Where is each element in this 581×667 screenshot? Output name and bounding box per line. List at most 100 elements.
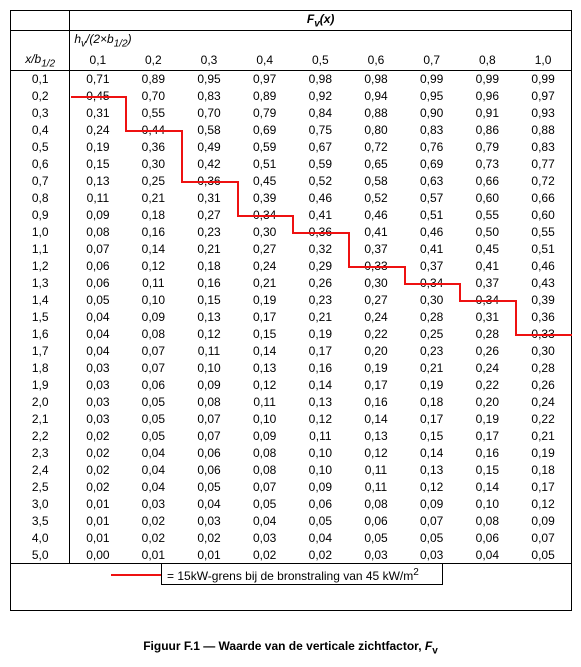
table-cell: 0,52 (348, 190, 404, 207)
table-cell: 0,31 (70, 105, 126, 122)
table-cell: 0,27 (348, 292, 404, 309)
table-cell: 0,02 (293, 547, 349, 564)
table-cell: 0,03 (404, 547, 460, 564)
table-cell: 0,89 (125, 71, 181, 88)
table-cell: 0,93 (515, 105, 571, 122)
table-row: 1,70,040,070,110,140,170,200,230,260,30 (11, 343, 571, 360)
table-row: 0,60,150,300,420,510,590,650,690,730,77 (11, 156, 571, 173)
table-cell: 0,05 (348, 530, 404, 547)
table-cell: 0,12 (125, 258, 181, 275)
table-cell: 0,02 (70, 462, 126, 479)
col-header: 0,3 (181, 51, 237, 71)
table-cell: 0,07 (125, 360, 181, 377)
table-cell: 0,18 (404, 394, 460, 411)
table-cell: 0,14 (348, 411, 404, 428)
table-cell: 0,36 (181, 173, 237, 190)
table-cell: 0,86 (460, 122, 516, 139)
row-header-label: x/b1/2 (11, 51, 70, 71)
table-cell: 0,00 (70, 547, 126, 564)
table-cell: 0,66 (460, 173, 516, 190)
table-cell: 0,39 (515, 292, 571, 309)
table-cell: 0,16 (181, 275, 237, 292)
table-cell: 0,99 (460, 71, 516, 88)
table-cell: 0,03 (181, 513, 237, 530)
table-cell: 0,04 (181, 496, 237, 513)
header-row-top: Fv(x) (11, 11, 571, 31)
table-cell: 0,76 (404, 139, 460, 156)
table-cell: 0,19 (460, 411, 516, 428)
table-cell: 0,37 (460, 275, 516, 292)
table-cell: 0,59 (237, 139, 293, 156)
table-cell: 0,95 (181, 71, 237, 88)
table-cell: 0,24 (348, 309, 404, 326)
table-row: 3,50,010,020,030,040,050,060,070,080,09 (11, 513, 571, 530)
table-cell: 0,21 (237, 275, 293, 292)
table-cell: 0,06 (348, 513, 404, 530)
table-cell: 0,05 (125, 411, 181, 428)
table-cell: 0,39 (237, 190, 293, 207)
table-cell: 0,71 (70, 71, 126, 88)
table-cell: 0,16 (348, 394, 404, 411)
table-row: 0,70,130,250,360,450,520,580,630,660,72 (11, 173, 571, 190)
table-cell: 0,59 (293, 156, 349, 173)
table-cell: 0,09 (515, 513, 571, 530)
table-cell: 0,03 (70, 411, 126, 428)
table-cell: 0,03 (237, 530, 293, 547)
table-cell: 0,60 (460, 190, 516, 207)
table-cell: 0,03 (70, 394, 126, 411)
table-cell: 0,20 (460, 394, 516, 411)
table-row: 1,20,060,120,180,240,290,330,370,410,46 (11, 258, 571, 275)
col-header: 0,2 (125, 51, 181, 71)
row-label: 1,1 (11, 241, 70, 258)
table-cell: 0,30 (404, 292, 460, 309)
table-cell: 0,66 (515, 190, 571, 207)
table-container: Fv(x) hv/(2×b1/2) x/b1/2 0,10,20,30,40,5… (10, 10, 572, 611)
table-row: 3,00,010,030,040,050,060,080,090,100,12 (11, 496, 571, 513)
table-cell: 0,83 (515, 139, 571, 156)
table-cell: 0,08 (237, 445, 293, 462)
table-row: 1,50,040,090,130,170,210,240,280,310,36 (11, 309, 571, 326)
table-cell: 0,13 (237, 360, 293, 377)
table-row: 0,90,090,180,270,340,410,460,510,550,60 (11, 207, 571, 224)
table-cell: 0,91 (460, 105, 516, 122)
table-cell: 0,12 (293, 411, 349, 428)
table-cell: 0,06 (181, 462, 237, 479)
table-row: 2,30,020,040,060,080,100,120,140,160,19 (11, 445, 571, 462)
row-label: 2,4 (11, 462, 70, 479)
table-cell: 0,32 (293, 241, 349, 258)
table-cell: 0,33 (515, 326, 571, 343)
table-cell: 0,44 (125, 122, 181, 139)
table-cell: 0,77 (515, 156, 571, 173)
table-cell: 0,10 (293, 462, 349, 479)
table-cell: 0,02 (125, 530, 181, 547)
table-cell: 0,23 (293, 292, 349, 309)
table-cell: 0,26 (515, 377, 571, 394)
header-row-cols: x/b1/2 0,10,20,30,40,50,60,70,81,0 (11, 51, 571, 71)
table-cell: 0,14 (404, 445, 460, 462)
table-cell: 0,04 (70, 343, 126, 360)
table-cell: 0,07 (181, 428, 237, 445)
table-cell: 0,09 (181, 377, 237, 394)
table-cell: 0,51 (404, 207, 460, 224)
table-cell: 0,31 (181, 190, 237, 207)
table-cell: 0,88 (515, 122, 571, 139)
table-cell: 0,17 (404, 411, 460, 428)
table-cell: 0,36 (515, 309, 571, 326)
table-cell: 0,79 (237, 105, 293, 122)
table-row: 4,00,010,020,020,030,040,050,050,060,07 (11, 530, 571, 547)
table-cell: 0,12 (404, 479, 460, 496)
table-cell: 0,11 (348, 462, 404, 479)
table-cell: 0,36 (125, 139, 181, 156)
table-cell: 0,06 (125, 377, 181, 394)
table-cell: 0,15 (181, 292, 237, 309)
table-cell: 0,98 (348, 71, 404, 88)
table-cell: 0,41 (460, 258, 516, 275)
table-cell: 0,25 (404, 326, 460, 343)
table-cell: 0,75 (293, 122, 349, 139)
table-cell: 0,04 (125, 445, 181, 462)
table-cell: 0,04 (70, 326, 126, 343)
row-label: 1,0 (11, 224, 70, 241)
table-cell: 0,43 (515, 275, 571, 292)
row-label: 1,7 (11, 343, 70, 360)
table-cell: 0,21 (515, 428, 571, 445)
